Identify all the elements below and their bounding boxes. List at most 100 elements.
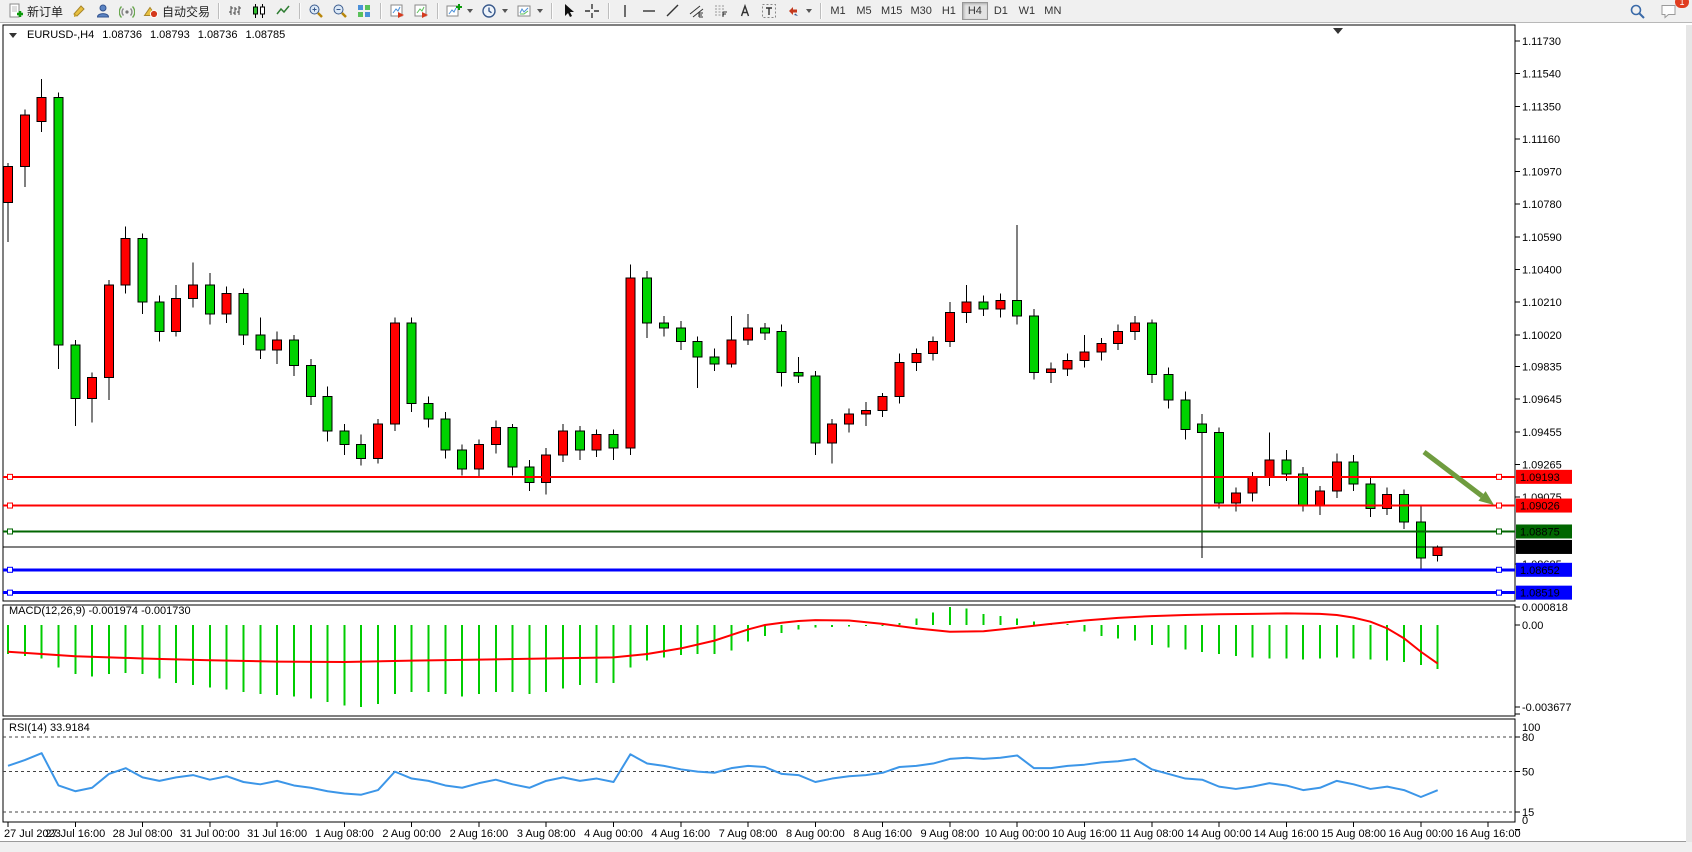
zoom-out-button[interactable] (328, 1, 352, 21)
chart-shift-marker[interactable] (1333, 28, 1343, 34)
signal-button[interactable] (115, 1, 139, 21)
indicators-icon (446, 3, 463, 19)
cursor-button[interactable] (556, 1, 580, 21)
svg-text:-0.003677: -0.003677 (1522, 702, 1572, 714)
timeframe-m15[interactable]: M15 (877, 2, 906, 20)
svg-text:100: 100 (1522, 722, 1540, 734)
svg-text:1.11730: 1.11730 (1522, 36, 1561, 48)
text-button[interactable] (733, 1, 757, 21)
ohlc-low: 1.08736 (197, 29, 238, 41)
price-axis[interactable]: 1.11730 1.11540 1.11350 1.11160 1.10970 1.107… (1515, 36, 1572, 600)
timeframe-m1[interactable]: M1 (825, 2, 851, 20)
profiles-icon (413, 3, 429, 19)
timeframe-h1[interactable]: H1 (936, 2, 962, 20)
svg-text:0.00: 0.00 (1522, 620, 1543, 632)
toolbar-separator (299, 3, 301, 19)
svg-text:31 Jul 00:00: 31 Jul 00:00 (180, 828, 240, 840)
svg-text:1.08519: 1.08519 (1520, 588, 1560, 600)
equidistant-channel-icon (689, 3, 705, 19)
profiles-button[interactable] (409, 1, 433, 21)
svg-text:1.09193: 1.09193 (1520, 472, 1560, 484)
symbol-period-label: EURUSD-,H4 (27, 29, 95, 41)
svg-text:1.10400: 1.10400 (1522, 264, 1562, 276)
svg-text:31 Jul 16:00: 31 Jul 16:00 (247, 828, 307, 840)
timeframe-mn[interactable]: MN (1040, 2, 1066, 20)
horizontal-line-button[interactable] (637, 1, 661, 21)
trend-arrow-object[interactable] (1422, 450, 1494, 505)
svg-text:28 Jul 08:00: 28 Jul 08:00 (113, 828, 173, 840)
periods-button[interactable] (477, 1, 512, 21)
svg-text:1.11350: 1.11350 (1522, 101, 1561, 113)
svg-text:2 Aug 16:00: 2 Aug 16:00 (450, 828, 509, 840)
zoom-in-button[interactable] (304, 1, 328, 21)
text-icon (737, 3, 753, 19)
new-order-icon (8, 3, 24, 19)
chat-icon (1660, 3, 1678, 20)
chart-context-arrow-icon[interactable] (9, 32, 17, 38)
svg-text:1.11160: 1.11160 (1522, 134, 1560, 146)
ohlc-high: 1.08793 (150, 29, 190, 41)
autotrading-label: 自动交易 (162, 4, 211, 19)
toolbar-separator (608, 3, 610, 19)
templates-icon (516, 3, 532, 19)
toolbar-separator (437, 3, 439, 19)
svg-text:1 Aug 08:00: 1 Aug 08:00 (315, 828, 374, 840)
line-chart-button[interactable] (271, 1, 295, 21)
styler-button[interactable] (67, 1, 91, 21)
candlestick-icon (251, 3, 267, 19)
main-toolbar: 新订单 自动交易 M1 M5 M15 M30 H1 H4 D1 W1 MN 1 (0, 0, 1692, 23)
svg-text:4 Aug 16:00: 4 Aug 16:00 (651, 828, 710, 840)
periods-icon (481, 3, 497, 19)
bar-chart-button[interactable] (223, 1, 247, 21)
chat-button[interactable] (1656, 1, 1682, 21)
new-chart-button[interactable] (385, 1, 409, 21)
text-label-icon (761, 3, 777, 19)
timeframe-m5[interactable]: M5 (851, 2, 877, 20)
svg-text:16 Aug 16:00: 16 Aug 16:00 (1456, 828, 1521, 840)
arrows-icon (785, 3, 801, 19)
timeframe-m30[interactable]: M30 (906, 2, 935, 20)
timeframe-d1[interactable]: D1 (988, 2, 1014, 20)
new-order-button[interactable]: 新订单 (4, 1, 67, 21)
bar-chart-icon (227, 3, 243, 19)
autotrading-icon (143, 3, 159, 19)
svg-text:1.10970: 1.10970 (1522, 167, 1562, 179)
zoom-out-icon (332, 3, 348, 19)
tile-windows-button[interactable] (352, 1, 376, 21)
market-watch-button[interactable] (91, 1, 115, 21)
candlestick-button[interactable] (247, 1, 271, 21)
svg-text:80: 80 (1522, 732, 1534, 744)
trendline-button[interactable] (661, 1, 685, 21)
timeframe-h4[interactable]: H4 (961, 2, 988, 20)
svg-text:7 Aug 08:00: 7 Aug 08:00 (719, 828, 778, 840)
candlestick-series (3, 78, 1443, 569)
svg-text:1.11540: 1.11540 (1522, 69, 1561, 81)
arrows-button[interactable] (781, 1, 816, 21)
equidistant-channel-button[interactable] (685, 1, 709, 21)
toolbar-separator (820, 3, 822, 19)
svg-text:1.09265: 1.09265 (1522, 459, 1562, 471)
trendline-icon (665, 3, 681, 19)
svg-text:1.10780: 1.10780 (1522, 199, 1562, 211)
chevron-down-icon (537, 9, 544, 13)
fibonacci-button[interactable] (709, 1, 733, 21)
timeframe-w1[interactable]: W1 (1014, 2, 1040, 20)
ohlc-close: 1.08785 (245, 29, 286, 41)
autotrading-button[interactable]: 自动交易 (139, 1, 214, 21)
horizontal-line-objects[interactable] (3, 473, 1515, 596)
svg-text:15 Aug 08:00: 15 Aug 08:00 (1321, 828, 1386, 840)
search-button[interactable] (1625, 1, 1650, 21)
crosshair-button[interactable] (580, 1, 604, 21)
indicators-button[interactable] (442, 1, 477, 21)
macd-panel: MACD(12,26,9) -0.001974 -0.001730 0.00081… (7, 602, 1572, 714)
vertical-line-button[interactable] (613, 1, 637, 21)
templates-button[interactable] (512, 1, 547, 21)
chevron-down-icon (502, 9, 509, 13)
svg-text:50: 50 (1522, 767, 1534, 779)
vertical-line-icon (617, 3, 633, 19)
text-label-button[interactable] (757, 1, 781, 21)
svg-text:1.09026: 1.09026 (1520, 501, 1560, 513)
